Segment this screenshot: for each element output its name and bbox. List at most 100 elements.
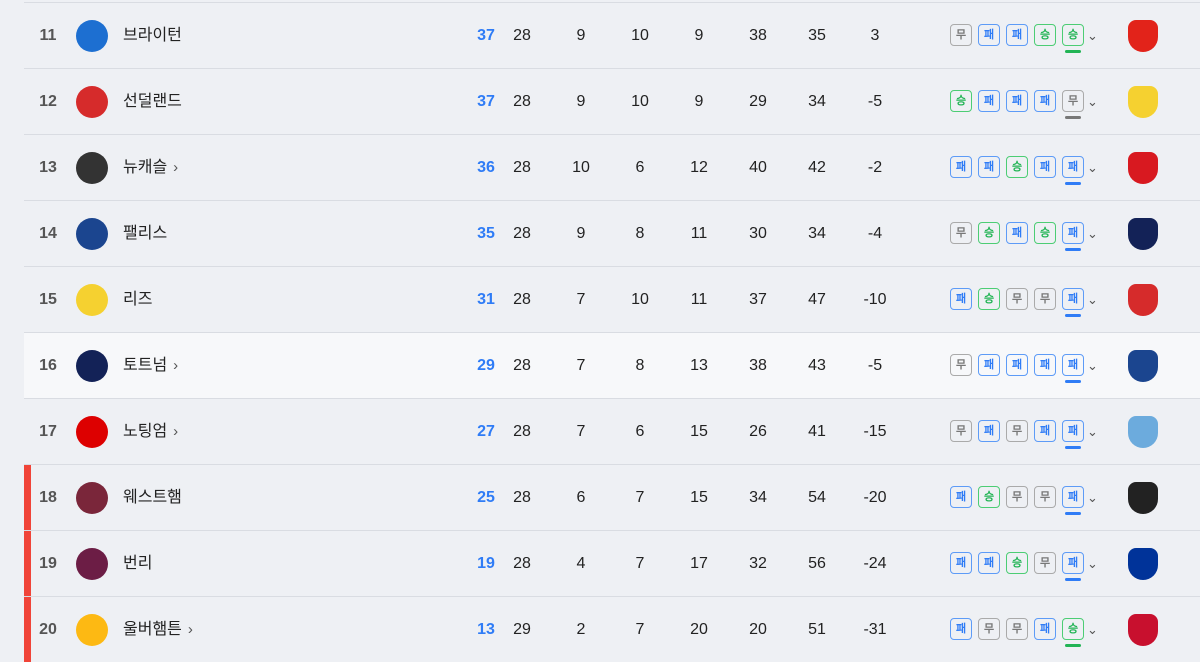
form-result[interactable]: 무 <box>1006 420 1028 442</box>
form-result[interactable]: 승 <box>1034 24 1056 46</box>
stat-l: 13 <box>690 357 708 374</box>
team-name[interactable]: 토트넘 › <box>123 357 179 374</box>
form-result[interactable]: 승 <box>978 486 1000 508</box>
table-row[interactable]: 15 리즈 31 28 7 10 11 37 47 -10 패 승 무 무 패 ⌄ <box>24 266 1200 332</box>
form-result[interactable]: 패 <box>950 552 972 574</box>
stat-l: 9 <box>694 27 704 44</box>
form-result[interactable]: 패 <box>978 90 1000 112</box>
form-result[interactable]: 패 <box>950 618 972 640</box>
form-result[interactable]: 패 <box>1034 90 1056 112</box>
next-opponent-logo[interactable] <box>1128 20 1158 52</box>
form-result[interactable]: 승 <box>978 288 1000 310</box>
form-result[interactable]: 패 <box>950 156 972 178</box>
next-opponent-logo[interactable] <box>1128 482 1158 514</box>
form-result[interactable]: 패 <box>1062 420 1084 449</box>
form-result[interactable]: 패 <box>1062 222 1084 251</box>
table-row[interactable]: 14 팰리스 35 28 9 8 11 30 34 -4 무 승 패 승 패 ⌄ <box>24 200 1200 266</box>
form-result[interactable]: 무 <box>1034 288 1056 310</box>
form-result[interactable]: 패 <box>978 354 1000 376</box>
form-result[interactable]: 패 <box>1034 420 1056 442</box>
form-result[interactable]: 패 <box>1006 222 1028 244</box>
form-result[interactable]: 무 <box>950 354 972 376</box>
chevron-down-icon[interactable]: ⌄ <box>1087 28 1098 43</box>
form-result[interactable]: 승 <box>1006 552 1028 574</box>
table-row[interactable]: 12 선덜랜드 37 28 9 10 9 29 34 -5 승 패 패 패 무 ⌄ <box>24 68 1200 134</box>
form-result[interactable]: 승 <box>1034 222 1056 244</box>
chevron-down-icon[interactable]: ⌄ <box>1087 358 1098 373</box>
next-opponent-logo[interactable] <box>1128 548 1158 580</box>
form-result[interactable]: 승 <box>950 90 972 112</box>
form-result[interactable]: 패 <box>978 156 1000 178</box>
table-row[interactable]: 17 노팅엄 › 27 28 7 6 15 26 41 -15 무 패 무 패 패 ⌄ <box>24 398 1200 464</box>
team-name[interactable]: 뉴캐슬 › <box>123 159 179 176</box>
table-row[interactable]: 19 번리 19 28 4 7 17 32 56 -24 패 패 승 무 패 ⌄ <box>24 530 1200 596</box>
form-result[interactable]: 패 <box>1034 354 1056 376</box>
next-opponent-logo[interactable] <box>1128 86 1158 118</box>
form-result[interactable]: 패 <box>978 24 1000 46</box>
form-result[interactable]: 승 <box>1062 24 1084 53</box>
team-name[interactable]: 노팅엄 › <box>123 423 179 440</box>
form-result[interactable]: 패 <box>1006 90 1028 112</box>
form-result[interactable]: 패 <box>950 486 972 508</box>
chevron-down-icon[interactable]: ⌄ <box>1087 226 1098 241</box>
form-result[interactable]: 패 <box>978 420 1000 442</box>
form-result[interactable]: 무 <box>1062 90 1084 119</box>
form-result[interactable]: 패 <box>1062 156 1084 185</box>
form-result[interactable]: 패 <box>1006 354 1028 376</box>
next-opponent-logo[interactable] <box>1128 218 1158 250</box>
form-result[interactable]: 패 <box>1034 618 1056 640</box>
form-result[interactable]: 무 <box>950 222 972 244</box>
next-opponent-logo[interactable] <box>1128 416 1158 448</box>
chevron-down-icon[interactable]: ⌄ <box>1087 622 1098 637</box>
form-result[interactable]: 패 <box>1062 354 1084 383</box>
points: 13 <box>477 621 495 638</box>
form-result[interactable]: 무 <box>1006 486 1028 508</box>
chevron-down-icon[interactable]: ⌄ <box>1087 94 1098 109</box>
table-row[interactable]: 11 브라이턴 37 28 9 10 9 38 35 3 무 패 패 승 승 ⌄ <box>24 2 1200 68</box>
next-opponent-logo[interactable] <box>1128 284 1158 316</box>
team-name[interactable]: 울버햄튼 › <box>123 621 193 638</box>
stat-l: 11 <box>690 225 708 242</box>
chevron-down-icon[interactable]: ⌄ <box>1087 490 1098 505</box>
form-result[interactable]: 패 <box>1062 486 1084 515</box>
next-opponent-logo[interactable] <box>1128 614 1158 646</box>
form-result[interactable]: 무 <box>950 420 972 442</box>
form-result[interactable]: 패 <box>1006 24 1028 46</box>
team-name[interactable]: 선덜랜드 <box>123 93 182 110</box>
form-result[interactable]: 승 <box>1062 618 1084 647</box>
stat-gd: -15 <box>863 423 887 440</box>
form-result[interactable]: 승 <box>978 222 1000 244</box>
form-result[interactable]: 패 <box>978 552 1000 574</box>
chevron-down-icon[interactable]: ⌄ <box>1087 424 1098 439</box>
stat-gd: -24 <box>863 555 887 572</box>
form-result[interactable]: 승 <box>1006 156 1028 178</box>
form-result[interactable]: 패 <box>1062 288 1084 317</box>
form-result[interactable]: 무 <box>950 24 972 46</box>
table-row[interactable]: 18 웨스트햄 25 28 6 7 15 34 54 -20 패 승 무 무 패 ⌄ <box>24 464 1200 530</box>
next-opponent-logo[interactable] <box>1128 152 1158 184</box>
chevron-down-icon[interactable]: ⌄ <box>1087 292 1098 307</box>
stat-ga: 54 <box>808 489 826 506</box>
form-result[interactable]: 패 <box>1034 156 1056 178</box>
form-result[interactable]: 패 <box>950 288 972 310</box>
form-result[interactable]: 무 <box>1006 288 1028 310</box>
form-result[interactable]: 무 <box>1034 486 1056 508</box>
team-name[interactable]: 팰리스 <box>123 225 168 242</box>
team-name[interactable]: 브라이턴 <box>123 27 182 44</box>
form-result[interactable]: 무 <box>978 618 1000 640</box>
table-row[interactable]: 13 뉴캐슬 › 36 28 10 6 12 40 42 -2 패 패 승 패 패 ⌄ <box>24 134 1200 200</box>
stat-gf: 30 <box>749 225 767 242</box>
stat-l: 15 <box>690 489 708 506</box>
table-row[interactable]: 16 토트넘 › 29 28 7 8 13 38 43 -5 무 패 패 패 패 ⌄ <box>24 332 1200 398</box>
form-result[interactable]: 패 <box>1062 552 1084 581</box>
form-result[interactable]: 무 <box>1034 552 1056 574</box>
form-result[interactable]: 무 <box>1006 618 1028 640</box>
chevron-down-icon[interactable]: ⌄ <box>1087 556 1098 571</box>
table-row[interactable]: 20 울버햄튼 › 13 29 2 7 20 20 51 -31 패 무 무 패 승 ⌄ <box>24 596 1200 662</box>
next-opponent-logo[interactable] <box>1128 350 1158 382</box>
chevron-down-icon[interactable]: ⌄ <box>1087 160 1098 175</box>
team-name[interactable]: 번리 <box>123 555 153 572</box>
team-name[interactable]: 웨스트햄 <box>123 489 182 506</box>
team-name[interactable]: 리즈 <box>123 291 153 308</box>
